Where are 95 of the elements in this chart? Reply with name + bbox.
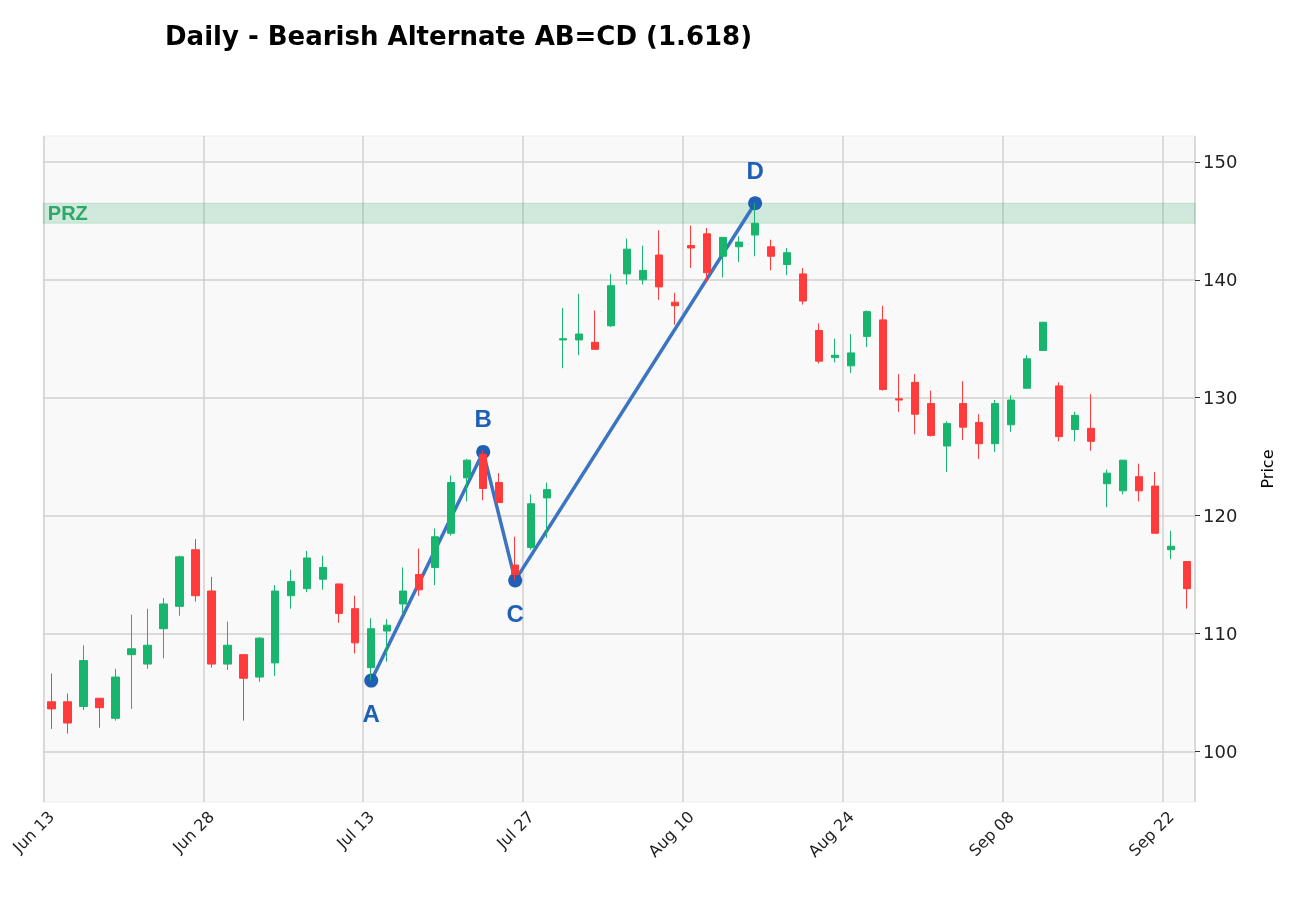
data-label: C [506, 599, 524, 627]
y-tick-label: 140 [1203, 269, 1238, 291]
candlestick [335, 583, 343, 624]
candlestick [607, 273, 615, 328]
data-label: B [474, 405, 492, 433]
candlestick [463, 458, 471, 502]
candlestick [623, 238, 631, 286]
y-axis-title: Price [1257, 449, 1277, 489]
candlestick [319, 555, 327, 591]
data-label: A [362, 700, 380, 728]
candlestick [895, 373, 903, 413]
point [748, 196, 763, 211]
candlestick [399, 566, 407, 614]
candlestick [1167, 530, 1175, 560]
candlestick [719, 236, 727, 278]
candlestick [175, 555, 184, 617]
chart-title: Daily - Bearish Alternate AB=CD (1.618) [165, 21, 753, 51]
candlestick [1183, 561, 1191, 610]
candlestick [959, 380, 967, 441]
candlestick [863, 309, 871, 348]
candlestick [415, 548, 423, 597]
y-tick-label: 150 [1203, 151, 1238, 173]
x-tick-label: Aug 24 [804, 807, 858, 861]
candlestick [911, 373, 919, 435]
band-label: PRZ [47, 202, 88, 225]
candlestick [639, 245, 647, 286]
x-tick-label: Jun 28 [168, 807, 218, 858]
candlestick [1119, 459, 1127, 495]
candlestick [223, 621, 232, 671]
candlestick [431, 528, 439, 586]
y-tick-label: 130 [1203, 387, 1238, 409]
candlestick [1023, 354, 1031, 389]
candlestick [511, 536, 519, 581]
candlestick [111, 668, 120, 722]
candlestick [591, 309, 599, 350]
candlestick [1071, 411, 1079, 442]
candlestick [703, 227, 711, 283]
candlestick [47, 673, 56, 730]
candlestick [303, 550, 311, 593]
candlestick [847, 333, 855, 374]
candlestick [815, 322, 823, 364]
candlestick [1087, 393, 1095, 452]
candlestick [991, 399, 999, 453]
candlestick [447, 474, 455, 537]
candlestick [751, 202, 759, 257]
candlestick [927, 390, 935, 438]
candlestick [879, 305, 887, 392]
candlestick [559, 307, 567, 369]
candlestick [367, 617, 375, 682]
x-tick-label: Jun 13 [8, 807, 59, 858]
candlestick [159, 597, 168, 659]
candlestick [479, 450, 487, 501]
candlestick [1055, 381, 1063, 442]
candlestick [575, 293, 583, 356]
candlestick [239, 654, 248, 722]
candlestick [255, 636, 264, 683]
candlestick [495, 472, 503, 504]
candlestick [79, 644, 88, 711]
candlestick [287, 569, 295, 610]
candlestick [95, 697, 104, 729]
candlestick [527, 493, 535, 551]
candlestick [799, 267, 807, 306]
candlestick [191, 538, 200, 603]
candlestick [1103, 469, 1111, 508]
candlestick [207, 576, 216, 669]
candlestick [63, 693, 72, 735]
candlestick [671, 292, 679, 326]
candlestick [143, 608, 152, 670]
candlestick [271, 584, 279, 677]
point [364, 673, 379, 688]
candlestick [383, 618, 391, 663]
candlestick [127, 614, 136, 710]
candlestick [1135, 463, 1143, 502]
candlestick [351, 595, 359, 654]
x-tick-label: Aug 10 [644, 807, 698, 861]
x-tick-label: Jul 13 [332, 807, 378, 854]
x-tick-label: Sep 22 [1125, 807, 1178, 861]
candlestick [767, 239, 775, 271]
candlestick [1007, 394, 1015, 433]
data-label: D [746, 156, 764, 184]
candlestick [1039, 321, 1047, 352]
candlestick [655, 229, 663, 301]
candlestick [831, 338, 839, 363]
candlestick [975, 413, 983, 460]
candlestick [1151, 471, 1159, 534]
candlestick [943, 420, 951, 473]
candlestick [783, 247, 791, 276]
y-tick-label: 110 [1203, 622, 1238, 644]
y-tick-label: 120 [1203, 505, 1238, 527]
x-tick-label: Sep 08 [965, 807, 1018, 861]
candlestick [735, 235, 743, 263]
x-tick-label: Jul 27 [492, 807, 538, 854]
y-tick-label: 100 [1203, 740, 1238, 762]
candlestick [543, 482, 551, 539]
candlestick [687, 225, 695, 269]
